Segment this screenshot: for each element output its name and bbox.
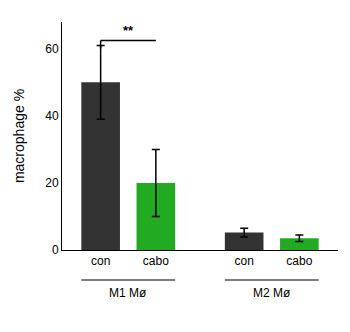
svg-text:M1 Mø: M1 Mø	[109, 286, 147, 300]
svg-text:M2 Mø: M2 Mø	[253, 286, 291, 300]
svg-text:60: 60	[45, 42, 59, 56]
svg-text:con: con	[91, 254, 110, 268]
svg-text:cabo: cabo	[143, 254, 169, 268]
svg-text:con: con	[234, 254, 253, 268]
svg-text:40: 40	[45, 109, 59, 123]
svg-text:macrophage %: macrophage %	[11, 89, 27, 183]
svg-text:cabo: cabo	[286, 254, 312, 268]
svg-text:0: 0	[52, 243, 59, 257]
svg-text:**: **	[123, 23, 134, 38]
svg-text:20: 20	[45, 176, 59, 190]
